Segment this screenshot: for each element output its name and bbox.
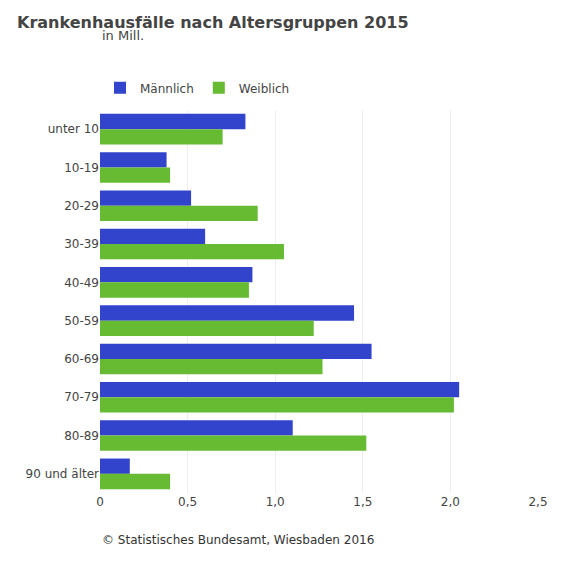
svg-text:Weiblich: Weiblich <box>239 82 289 96</box>
svg-text:Krankenhausfälle nach Altersgr: Krankenhausfälle nach Altersgruppen 2015 <box>17 13 409 32</box>
svg-text:in Mill.: in Mill. <box>102 28 144 43</box>
svg-text:unter 10: unter 10 <box>48 122 99 136</box>
svg-text:40-49: 40-49 <box>64 276 99 290</box>
svg-text:20-29: 20-29 <box>64 199 99 213</box>
svg-text:0: 0 <box>96 495 104 509</box>
svg-text:80-89: 80-89 <box>64 429 99 443</box>
svg-text:0,5: 0,5 <box>178 495 197 509</box>
svg-text:Männlich: Männlich <box>140 82 194 96</box>
svg-text:60-69: 60-69 <box>64 352 99 366</box>
svg-text:1,0: 1,0 <box>266 495 285 509</box>
svg-text:2,5: 2,5 <box>528 495 547 509</box>
svg-text:90 und älter: 90 und älter <box>26 467 100 481</box>
svg-text:50-59: 50-59 <box>64 314 99 328</box>
svg-text:30-39: 30-39 <box>64 237 99 251</box>
svg-text:1,5: 1,5 <box>353 495 372 509</box>
svg-text:70-79: 70-79 <box>64 390 99 404</box>
svg-text:2,0: 2,0 <box>441 495 460 509</box>
svg-text:10-19: 10-19 <box>64 161 99 175</box>
svg-text:© Statistisches Bundesamt, Wie: © Statistisches Bundesamt, Wiesbaden 201… <box>102 533 374 547</box>
